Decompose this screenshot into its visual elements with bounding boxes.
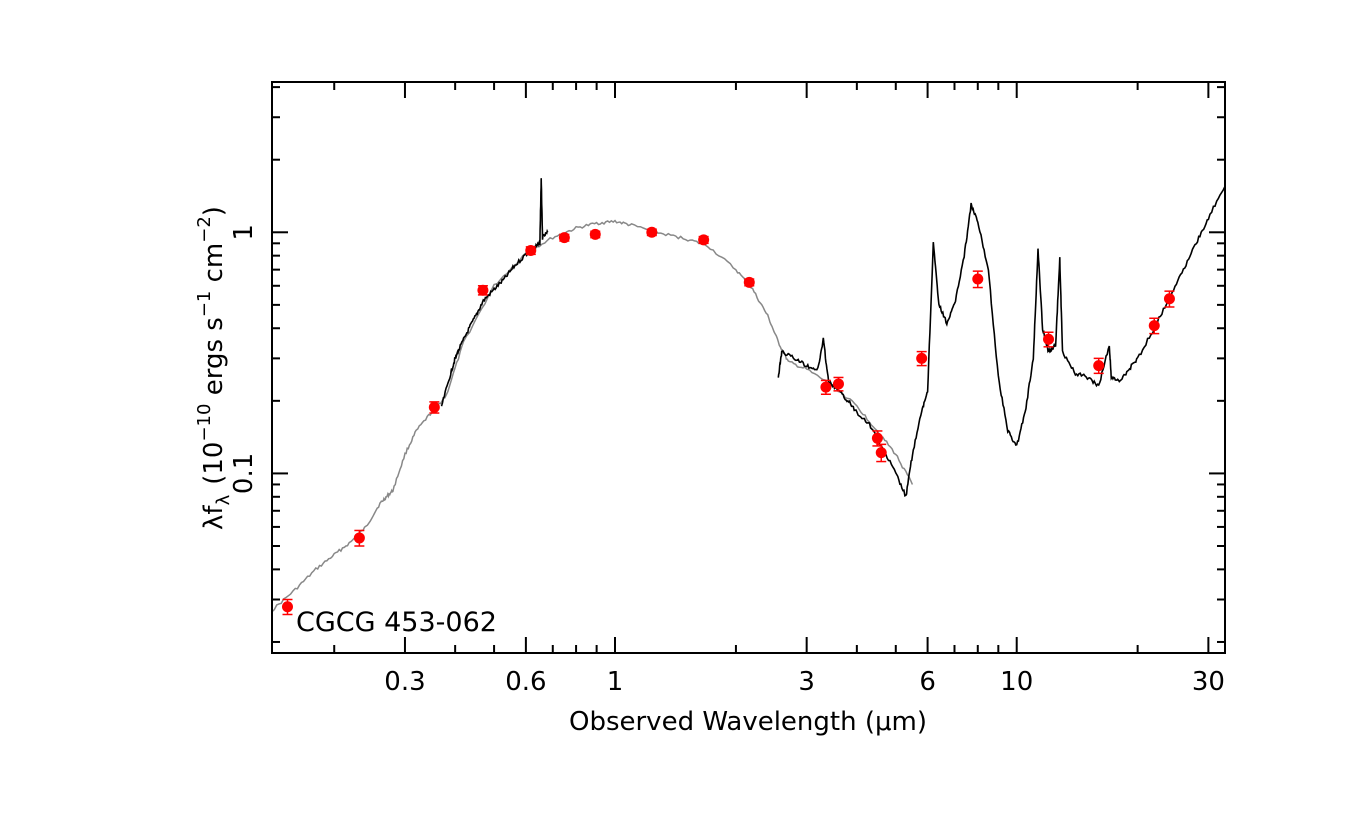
photometry-point (820, 381, 832, 393)
x-tick-label: 3 (798, 667, 815, 697)
photometry-point (589, 228, 601, 240)
axis-ticks (272, 82, 1225, 653)
y-tick-labels: 0.11 (229, 224, 259, 494)
photometry-point (1148, 320, 1160, 332)
model-layer (271, 219, 914, 613)
photometry-point (1163, 293, 1175, 305)
photometry-layer (281, 226, 1175, 616)
y-axis-title-sub: λ (213, 494, 234, 505)
y-tick-label: 0.1 (229, 453, 259, 494)
optical-spectrum-line (440, 178, 549, 407)
photometry-point (698, 234, 710, 246)
x-tick-label: 0.3 (384, 667, 425, 697)
y-axis-title-exp1: −10 (194, 404, 215, 442)
x-tick-label: 10 (1000, 667, 1033, 697)
photometry-point (871, 432, 883, 444)
photometry-point (972, 273, 984, 285)
photometry-point (916, 352, 928, 364)
photometry-point (428, 401, 440, 413)
photometry-point (875, 447, 887, 459)
y-axis-title: λfλ (10−10 ergs s−1 cm−2) (194, 206, 234, 530)
photometry-point (1043, 333, 1055, 345)
x-tick-label: 1 (607, 667, 624, 697)
photometry-point (832, 378, 844, 390)
y-axis-title-units: (10 (199, 442, 229, 485)
y-axis-title-exp3: −2 (194, 216, 215, 243)
y-axis-title-main: λf (199, 505, 229, 530)
photometry-point (477, 284, 489, 296)
photometry-point (353, 532, 365, 544)
plot-frame (271, 81, 1226, 654)
photometry-point (525, 245, 537, 257)
x-tick-labels: 0.3 0.6 1 3 6 10 30 (384, 667, 1225, 697)
x-tick-label: 30 (1192, 667, 1225, 697)
x-tick-label: 0.6 (505, 667, 546, 697)
y-axis-title-exp2: −1 (194, 291, 215, 318)
y-axis-title-end: ) (199, 206, 229, 216)
photometry-point (646, 226, 658, 238)
x-axis-title: Observed Wavelength (μm) (569, 707, 927, 737)
model-sed-line (271, 219, 914, 613)
photometry-point (743, 276, 755, 288)
y-tick-label: 1 (229, 224, 259, 241)
ir-spectrum-line (777, 186, 1226, 498)
x-tick-label: 6 (919, 667, 936, 697)
photometry-point (281, 601, 293, 613)
object-annotation: CGCG 453-062 (296, 607, 497, 638)
photometry-point (1093, 360, 1105, 372)
spectrum-layer (440, 178, 1226, 498)
y-axis-title-mid1: ergs s (199, 317, 229, 403)
photometry-point (558, 232, 570, 244)
y-axis-title-mid2: cm (199, 243, 229, 291)
